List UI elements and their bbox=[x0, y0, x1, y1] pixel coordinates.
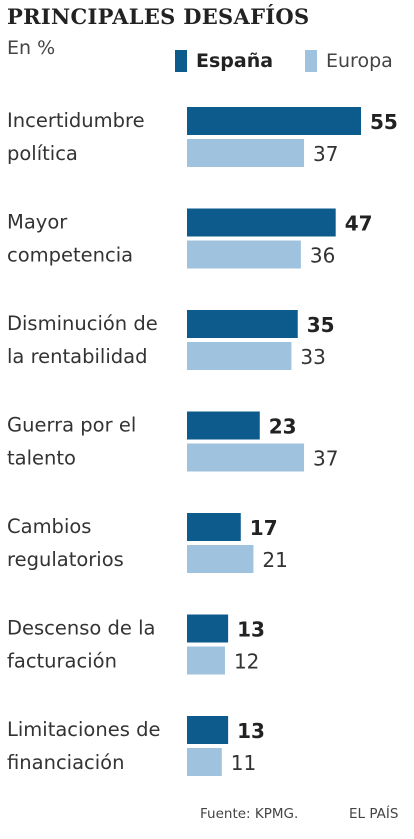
bar-chart: Incertidumbre política 55 37 Mayor competenci… bbox=[7, 107, 398, 776]
value-label-europa: 36 bbox=[310, 244, 335, 268]
chart-title: PRINCIPALES DESAFÍOS bbox=[7, 4, 310, 29]
bar-espana bbox=[187, 411, 260, 440]
legend-label-europa: Europa bbox=[326, 50, 393, 72]
legend-item-europa: Europa bbox=[305, 50, 393, 72]
bar-espana bbox=[187, 716, 229, 744]
category-label-line: competencia bbox=[7, 244, 133, 267]
legend-swatch-espana bbox=[175, 50, 187, 72]
bar-europa bbox=[187, 646, 225, 675]
legend-swatch-europa bbox=[305, 50, 317, 72]
bar-espana bbox=[187, 107, 361, 135]
category-label-line: Descenso de la bbox=[7, 617, 155, 640]
bar-espana bbox=[187, 310, 298, 338]
category-label: Descenso de la facturación bbox=[7, 617, 155, 673]
category-label: Cambios regulatorios bbox=[7, 515, 124, 571]
bar-europa bbox=[187, 240, 301, 269]
bar-europa bbox=[187, 139, 305, 167]
value-label-europa: 37 bbox=[313, 447, 338, 471]
source-note: Fuente: KPMG. bbox=[200, 806, 299, 822]
category-label-line: política bbox=[7, 142, 78, 165]
category-label-line: regulatorios bbox=[7, 548, 124, 571]
value-label-europa: 21 bbox=[262, 548, 287, 572]
bar-espana bbox=[187, 208, 336, 237]
category-label-line: Guerra por el bbox=[7, 414, 136, 437]
bar-europa bbox=[187, 545, 254, 573]
value-label-espana: 23 bbox=[269, 415, 297, 439]
category-label-line: facturación bbox=[7, 650, 117, 673]
category-label: Incertidumbre política bbox=[7, 109, 145, 165]
category-label-line: Incertidumbre bbox=[7, 109, 145, 132]
bar-europa bbox=[187, 748, 222, 776]
value-label-europa: 11 bbox=[231, 751, 256, 775]
bar-europa bbox=[187, 443, 305, 472]
value-label-europa: 12 bbox=[234, 650, 259, 674]
category-label-line: Limitaciones de bbox=[7, 718, 160, 741]
chart-subtitle: En % bbox=[7, 37, 56, 59]
category-label-line: talento bbox=[7, 447, 76, 470]
legend-label-espana: España bbox=[196, 50, 274, 72]
category-label-line: Cambios bbox=[7, 515, 91, 538]
bar-europa bbox=[187, 342, 292, 370]
value-label-europa: 37 bbox=[313, 142, 338, 166]
category-label-line: Mayor bbox=[7, 211, 68, 234]
bar-espana bbox=[187, 513, 241, 541]
category-label: Disminución de la rentabilidad bbox=[7, 312, 158, 368]
value-label-espana: 13 bbox=[237, 719, 265, 743]
category-label-line: la rentabilidad bbox=[7, 345, 147, 368]
value-label-espana: 17 bbox=[250, 516, 278, 540]
value-label-espana: 55 bbox=[370, 110, 398, 134]
value-label-espana: 35 bbox=[307, 313, 335, 337]
value-label-espana: 47 bbox=[345, 212, 373, 236]
category-label-line: Disminución de bbox=[7, 312, 158, 335]
value-label-europa: 33 bbox=[300, 345, 325, 369]
value-label-espana: 13 bbox=[237, 618, 265, 642]
bar-espana bbox=[187, 614, 229, 643]
category-label: Mayor competencia bbox=[7, 211, 133, 267]
category-label: Limitaciones de financiación bbox=[7, 718, 160, 774]
category-label-line: financiación bbox=[7, 751, 124, 774]
category-label: Guerra por el talento bbox=[7, 414, 136, 470]
legend-item-espana: España bbox=[175, 50, 273, 72]
publisher-brand: EL PAÍS bbox=[349, 806, 399, 822]
